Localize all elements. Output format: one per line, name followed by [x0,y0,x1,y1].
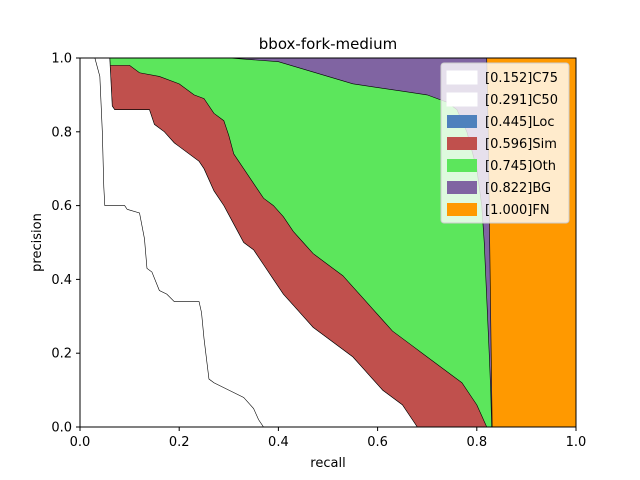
legend-swatch [446,70,478,85]
y-tick-label: 0.8 [51,125,72,140]
legend-entry-label: [0.822]BG [485,181,551,196]
legend-entry-label: [1.000]FN [485,203,550,218]
legend-swatch [447,137,477,150]
legend-entry-label: [0.445]Loc [485,115,554,130]
y-axis-label: precision [30,213,45,272]
legend-swatch [447,203,477,216]
boundary-0-596-sim [80,58,487,427]
y-tick-label: 0.0 [51,421,72,436]
boundary-0-291-c50 [80,58,418,427]
axes-frame [79,57,577,428]
y-tick-label: 1.0 [51,52,72,67]
axes: 0.0 0.2 0.4 0.6 0.8 1.0 0.0 0.2 0.4 0.6 0.8 1.0 [51,52,586,451]
x-tick-label: 0.2 [169,435,190,450]
area-layers [80,58,576,427]
legend: [0.152]C75 [0.291]C50 [0.445]Loc [0.596]Sim… [440,62,570,224]
boundary-0-152-c75 [80,58,264,427]
legend-swatch [446,92,478,107]
x-tick-label: 0.8 [466,435,487,450]
x-tick-label: 0.6 [367,435,388,450]
legend-entry-label: [0.291]C50 [485,93,558,108]
area-0-152-c75 [80,58,264,427]
x-axis-label: recall [310,456,345,471]
legend-swatch [447,115,477,128]
y-tick-label: 0.2 [51,347,72,362]
boundary-0-745-oth [80,58,492,427]
chart-title: bbox-fork-medium [259,35,397,53]
x-tick-label: 0.4 [268,435,289,450]
legend-swatch [447,159,477,172]
x-tick-label: 1.0 [566,435,587,450]
y-tick-label: 0.4 [51,273,72,288]
x-tick-label: 0.0 [70,435,91,450]
legend-entry-label: [0.596]Sim [485,137,557,152]
legend-entry-label: [0.152]C75 [485,71,558,86]
legend-entry-label: [0.745]Oth [485,159,556,174]
legend-swatch [447,181,477,194]
y-tick-label: 0.6 [51,199,72,214]
